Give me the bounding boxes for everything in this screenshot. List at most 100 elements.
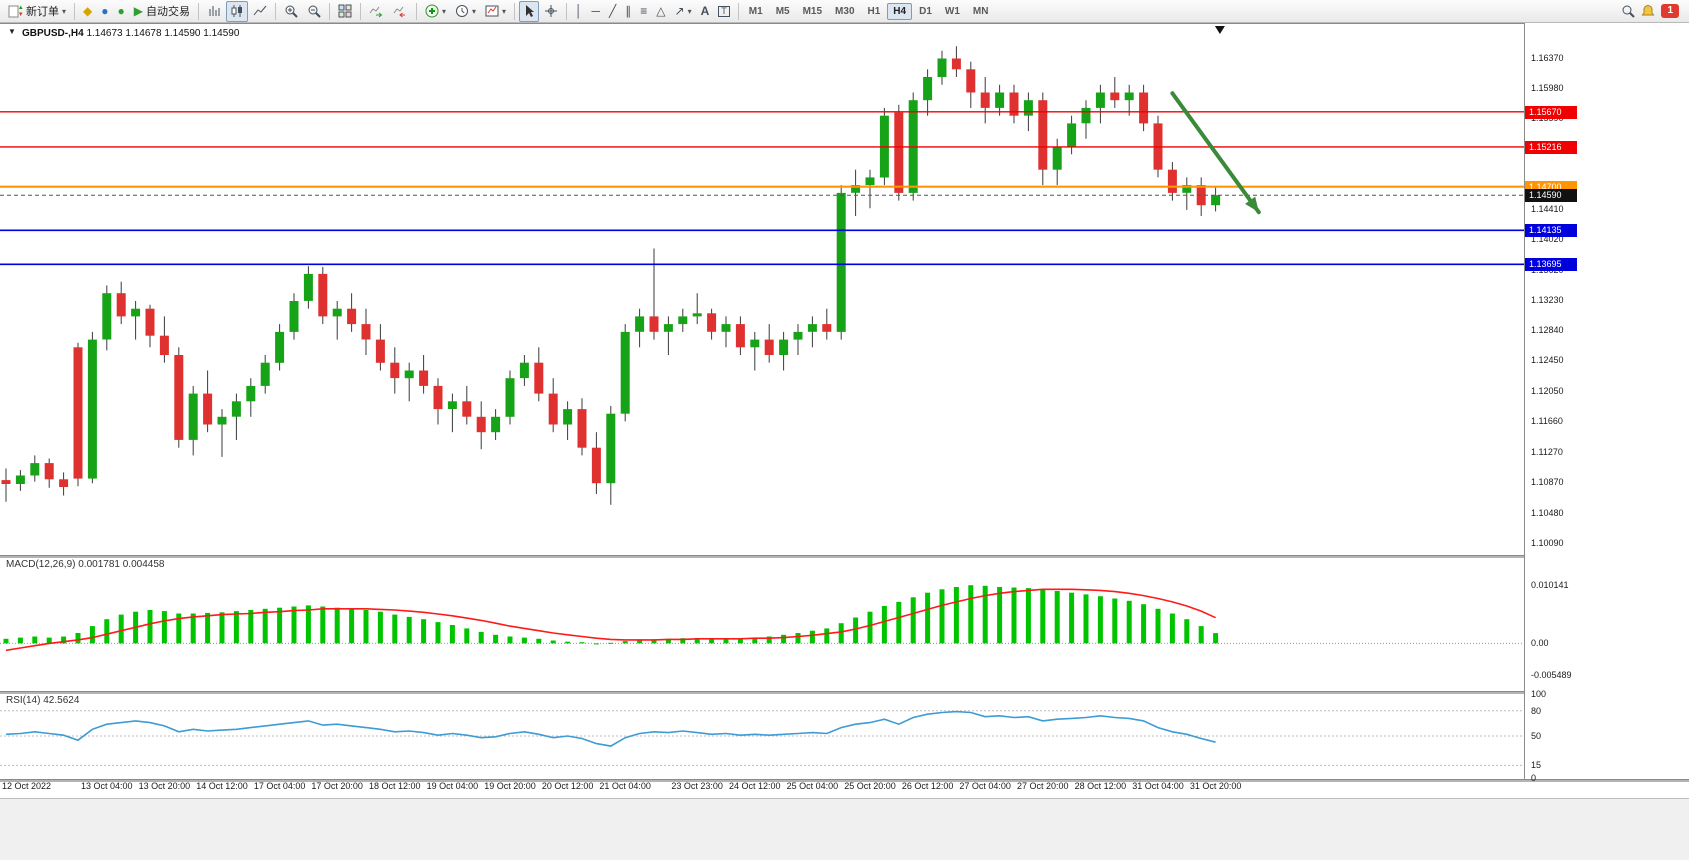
metaeditor-button[interactable]: ◆ [79,1,96,22]
candle [318,273,328,317]
panel-divider[interactable] [0,691,1689,694]
vertical-line-icon: │ [575,4,583,18]
macd-histogram-bar [1198,626,1204,644]
candle [404,370,414,379]
notification-badge[interactable]: 1 [1661,4,1679,18]
fibonacci-button[interactable]: ≡ [636,1,651,22]
auto-scroll-button[interactable] [365,1,388,22]
time-axis[interactable]: 12 Oct 2022 13 Oct 04:00 13 Oct 20:00 14 Oc… [0,781,1524,796]
auto-scroll-icon [369,4,384,18]
trend-arrow[interactable] [1170,91,1261,215]
price-chart-canvas[interactable] [0,23,1524,555]
trend-arrow-head[interactable] [1245,196,1259,213]
cursor-button[interactable] [519,0,540,22]
candle [980,92,990,108]
tab-timeframe-mn[interactable]: MN [972,5,989,17]
macd-histogram-bar [406,616,412,644]
macd-histogram-bar [349,608,355,644]
one-click-trading-toggle[interactable]: ▼ [8,27,16,36]
rsi-title: RSI(14) [6,695,41,706]
price-badge[interactable]: 1.15216 [1525,140,1577,154]
price-badge[interactable]: 1.14135 [1525,224,1577,238]
zoom-in-button[interactable] [280,1,302,22]
vertical-line-button[interactable]: │ [571,1,587,22]
text-button[interactable]: A [697,1,714,22]
indicators-button[interactable]: ▾ [421,1,450,22]
templates-button[interactable]: ▾ [481,1,510,22]
fibonacci-icon: ≡ [640,4,648,18]
time-axis-label: 19 Oct 04:00 [426,781,479,791]
text-label-button[interactable]: T [714,1,734,22]
chart-shift-marker[interactable] [1214,26,1225,34]
window-footer [0,798,1689,860]
signals-button[interactable]: ● [114,1,129,22]
chart-window[interactable] [0,23,1689,798]
tab-timeframe-d1[interactable]: D1 [919,5,932,17]
ohlc-values: 1.14673 1.14678 1.14590 1.14590 [86,28,240,39]
candlestick-chart-icon [230,4,244,18]
candle [131,308,141,317]
channel-button[interactable]: ∥ [621,1,635,22]
tab-timeframe-m5[interactable]: M5 [775,5,790,17]
macd-histogram-bar [392,614,398,644]
search-icon[interactable] [1621,4,1636,18]
rsi-chart-canvas[interactable] [0,694,1524,778]
horizontal-line-button[interactable]: ─ [588,1,605,22]
macd-histogram-bar [1126,600,1132,644]
time-axis-label: 31 Oct 20:00 [1189,781,1242,791]
candle [116,293,126,317]
chart-shift-button[interactable] [389,1,412,22]
macd-histogram-bar [781,634,787,644]
tile-windows-button[interactable] [334,1,356,22]
price-badge[interactable]: 1.13695 [1525,258,1577,272]
tab-timeframe-m1[interactable]: M1 [748,5,763,17]
candle [836,192,846,332]
macd-histogram-bar [219,612,225,644]
zoom-out-button[interactable] [303,1,325,22]
chevron-down-icon: ▾ [687,6,692,16]
candle [548,393,558,425]
bar-chart-button[interactable] [203,1,225,22]
macd-histogram-bar [1040,589,1046,644]
shapes-button[interactable]: △ [652,1,669,22]
candle [1095,92,1105,108]
macd-histogram-bar [61,636,67,644]
macd-chart-canvas[interactable] [0,558,1524,690]
candle [1009,92,1019,116]
text-label-icon: T [718,5,730,17]
autotrading-button[interactable]: ▶ 自动交易 [130,1,194,22]
zoom-in-icon [284,4,298,18]
periods-button[interactable]: ▾ [451,1,480,22]
candle [447,401,457,409]
tab-timeframe-h1[interactable]: H1 [867,5,881,17]
candle [44,463,54,480]
mql5-button[interactable]: ● [97,1,112,22]
macd-histogram-bar [1213,633,1219,644]
panel-divider[interactable] [0,555,1689,558]
trendline-button[interactable]: ╱ [605,1,620,22]
candle [390,362,400,379]
candle [1038,100,1048,170]
tab-timeframe-w1[interactable]: W1 [944,5,960,17]
candle [865,177,875,186]
macd-histogram-bar [766,636,772,644]
notifications-icon[interactable] [1641,4,1655,18]
candle [995,92,1005,108]
price-badge[interactable]: 1.14590 [1525,189,1577,203]
tab-timeframe-m30[interactable]: M30 [835,5,855,17]
price-axis[interactable]: 1.163701.159801.155901.144101.140201.136… [1525,23,1689,783]
line-chart-button[interactable] [249,1,271,22]
periods-icon [455,4,469,18]
candlestick-chart-button[interactable] [225,0,248,22]
new-order-button[interactable]: 新订单 ▾ [4,1,70,22]
macd-histogram-bar [694,638,700,644]
rsi-axis-label: 50 [1531,731,1542,741]
tab-timeframe-m15[interactable]: M15 [802,5,823,17]
macd-histogram-bar [968,585,974,644]
arrows-button[interactable]: ↗ ▾ [671,1,696,22]
tab-timeframe-h4[interactable]: H4 [887,2,913,20]
crosshair-button[interactable] [540,1,562,22]
price-badge[interactable]: 1.15670 [1525,105,1577,119]
candle [1110,92,1120,101]
chart-shift-icon [393,4,408,18]
